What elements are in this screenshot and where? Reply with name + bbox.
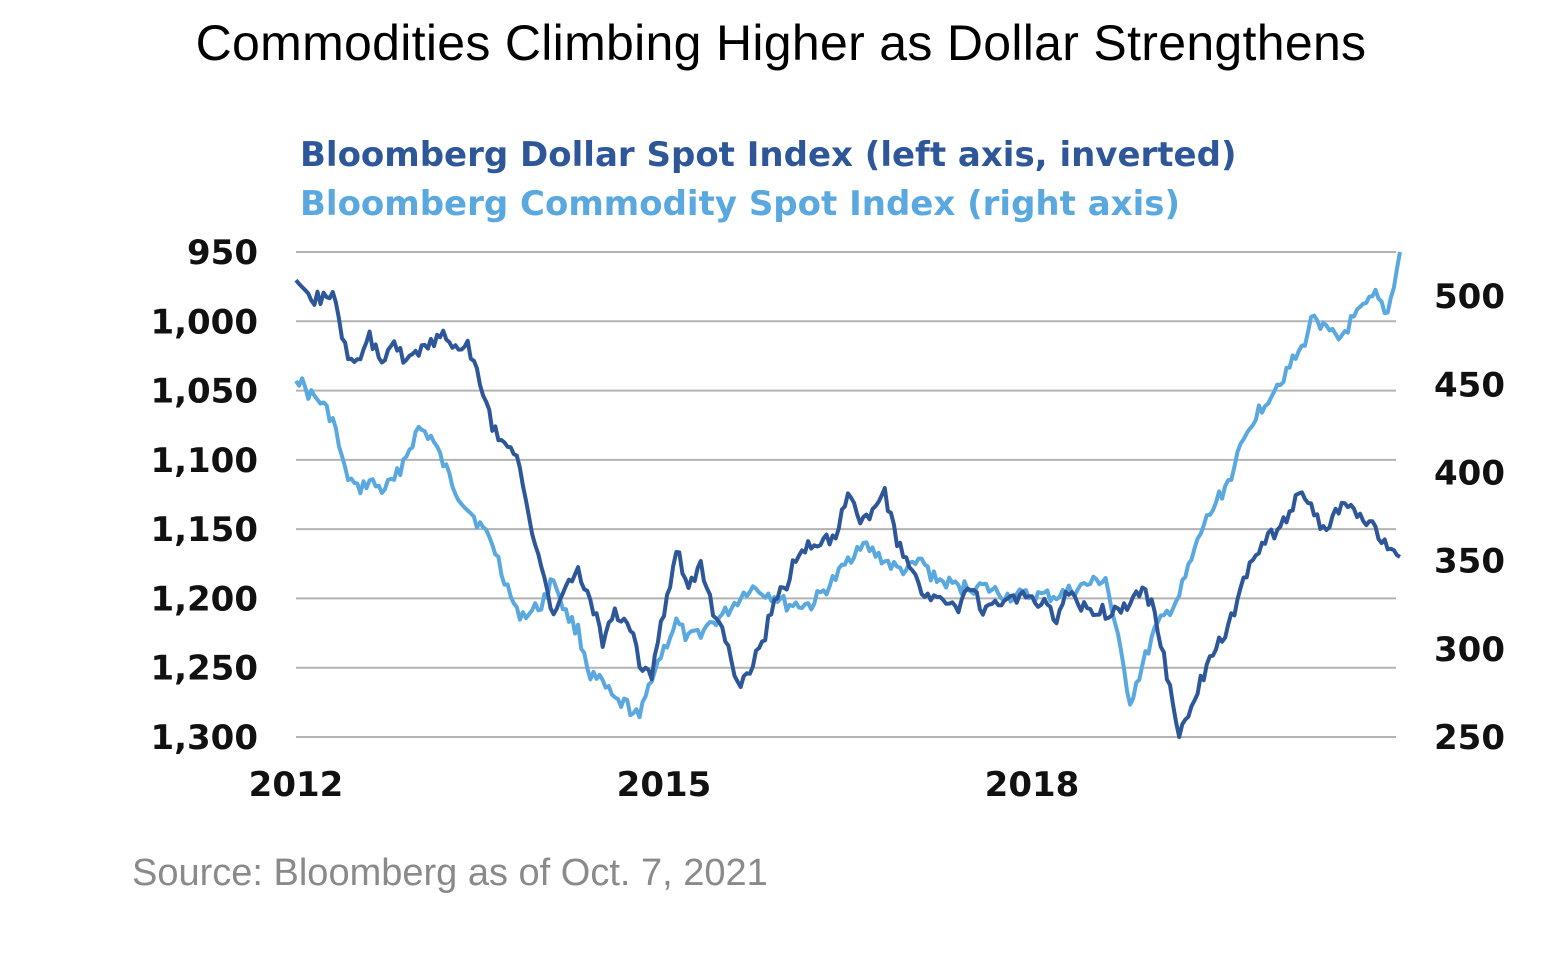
left-axis-tick-label: 1,200 <box>150 579 258 619</box>
page-title: Commodities Climbing Higher as Dollar St… <box>195 15 1367 71</box>
x-axis-tick-label: 2018 <box>985 765 1080 805</box>
right-axis-tick-label: 400 <box>1434 453 1505 493</box>
gridlines <box>296 251 1396 738</box>
right-axis-tick-label: 450 <box>1434 365 1505 405</box>
left-axis-tick-label: 1,100 <box>150 441 258 481</box>
left-axis-tick-label: 1,000 <box>150 302 258 342</box>
left-axis-tick-label: 950 <box>187 233 258 273</box>
source-note: Source: Bloomberg as of Oct. 7, 2021 <box>132 852 768 894</box>
x-axis-tick-label: 2015 <box>617 765 712 805</box>
right-axis-tick-labels: 250 300 350 400 450 500 <box>1434 277 1505 758</box>
dual-axis-line-chart: 950 1,000 1,050 1,100 1,150 1,200 1,250 1,300 2… <box>150 135 1505 805</box>
legend-dollar-spot-index: Bloomberg Dollar Spot Index (left axis, … <box>300 135 1236 175</box>
x-axis-tick-label: 2012 <box>249 765 344 805</box>
left-axis-tick-labels: 950 1,000 1,050 1,100 1,150 1,200 1,250 1,300 <box>150 233 258 758</box>
series-lines <box>294 251 1402 739</box>
left-axis-tick-label: 1,300 <box>150 718 258 758</box>
x-axis-tick-labels: 2012 2015 2018 <box>249 765 1080 805</box>
left-axis-tick-label: 1,150 <box>150 510 258 550</box>
right-axis-tick-label: 300 <box>1434 630 1505 670</box>
legend-commodity-spot-index: Bloomberg Commodity Spot Index (right ax… <box>300 184 1180 224</box>
right-axis-tick-label: 350 <box>1434 542 1505 582</box>
dollar-spot-index-line <box>294 278 1402 739</box>
left-axis-tick-label: 1,050 <box>150 372 258 412</box>
commodity-spot-index-line <box>294 251 1402 720</box>
right-axis-tick-label: 250 <box>1434 718 1505 758</box>
left-axis-tick-label: 1,250 <box>150 649 258 689</box>
right-axis-tick-label: 500 <box>1434 277 1505 317</box>
